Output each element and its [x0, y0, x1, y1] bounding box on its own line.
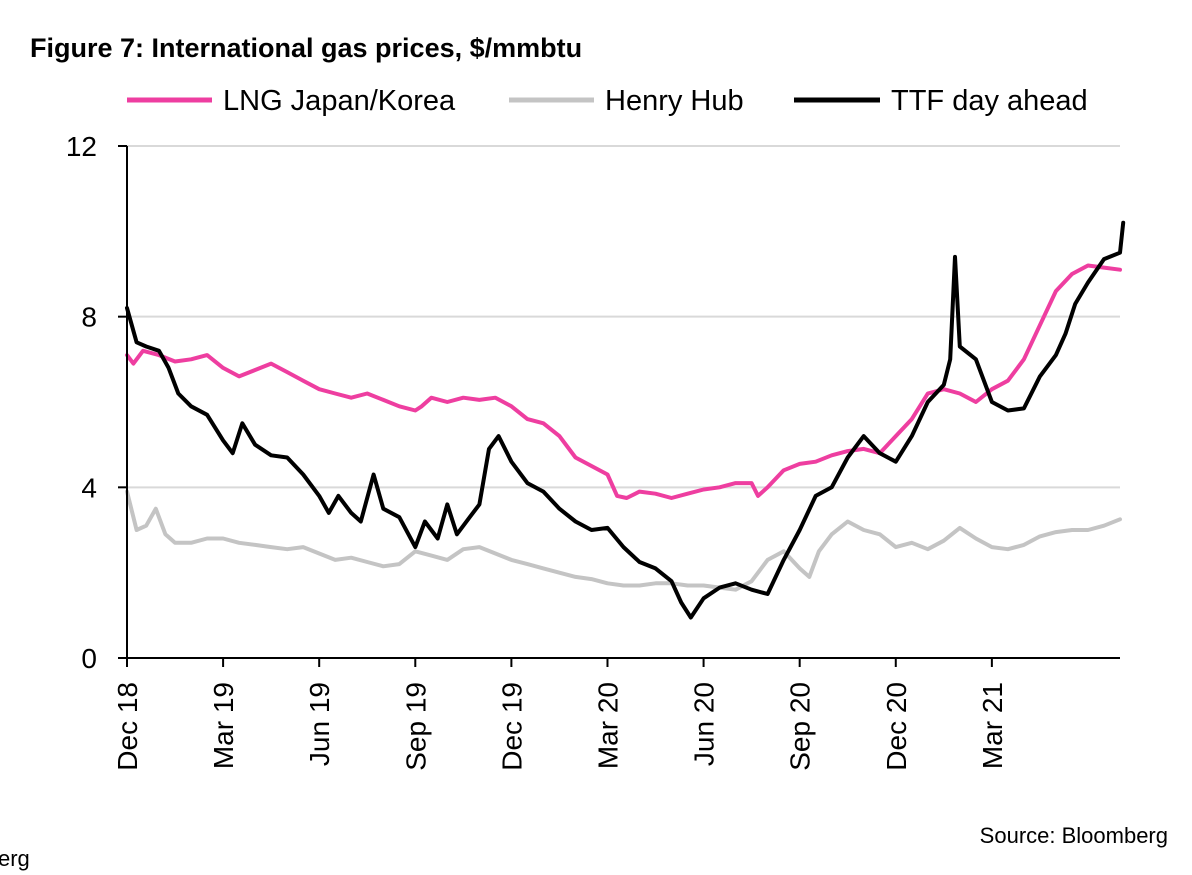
x-tick-label-0: Dec 18	[112, 682, 143, 771]
x-tick-label-2: Jun 19	[304, 682, 335, 766]
source-note: Source: Bloomberg	[980, 823, 1168, 848]
x-tick-label-5: Mar 20	[592, 682, 623, 769]
edge-fragment-text: erg	[0, 846, 30, 871]
chart-title: Figure 7: International gas prices, $/mm…	[30, 33, 582, 63]
series-line-1	[125, 489, 1122, 592]
legend-label-2: TTF day ahead	[891, 85, 1088, 117]
y-tick-label-2: 8	[81, 302, 97, 333]
x-tick-label-9: Mar 21	[977, 682, 1008, 769]
x-tick-label-7: Sep 20	[785, 682, 816, 771]
series-line-2	[125, 220, 1126, 620]
series-layer	[125, 220, 1126, 620]
x-tick-label-3: Sep 19	[400, 682, 431, 771]
grid-lines	[127, 145, 1120, 489]
y-tick-label-0: 0	[81, 643, 97, 674]
x-tick-label-6: Jun 20	[689, 682, 720, 766]
y-tick-label-3: 12	[66, 131, 97, 162]
series-line-0	[125, 263, 1122, 500]
x-tick-label-1: Mar 19	[208, 682, 239, 769]
legend: LNG Japan/Korea Henry Hub TTF day ahead	[127, 85, 1088, 117]
y-tick-label-1: 4	[81, 472, 97, 503]
legend-label-1: Henry Hub	[605, 85, 744, 117]
legend-label-0: LNG Japan/Korea	[223, 85, 456, 117]
y-tick-labels: 0 4 8 12	[66, 131, 97, 674]
x-tick-label-8: Dec 20	[881, 682, 912, 771]
x-tick-labels: Dec 18 Mar 19 Jun 19 Sep 19 Dec 19 Mar 20 Jun …	[112, 682, 1008, 771]
axes	[118, 145, 1120, 667]
x-tick-label-4: Dec 19	[496, 682, 527, 771]
